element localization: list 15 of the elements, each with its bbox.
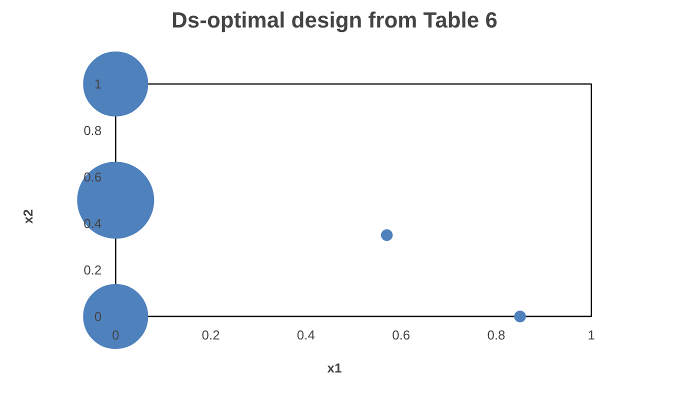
x-tick-label: 0.8 — [487, 327, 506, 342]
x-tick-label: 0.2 — [202, 327, 220, 342]
y-tick-label: 0.2 — [84, 262, 102, 278]
y-tick-label: 0.4 — [84, 216, 102, 231]
x-tick-label: 1 — [588, 327, 596, 342]
chart-title: Ds-optimal design from Table 6 — [172, 8, 498, 32]
y-tick-label: 0.6 — [84, 169, 102, 184]
y-tick-label: 0.8 — [84, 122, 102, 138]
x-axis-title: x1 — [327, 360, 342, 376]
y-tick-label: 0 — [94, 308, 102, 324]
x-tick-label: 0.6 — [392, 327, 410, 342]
x-tick-label: 0.4 — [296, 327, 315, 342]
x-tick-label: 0 — [112, 327, 120, 342]
y-tick-label: 1 — [94, 76, 102, 92]
y-axis-title: x2 — [20, 209, 36, 224]
